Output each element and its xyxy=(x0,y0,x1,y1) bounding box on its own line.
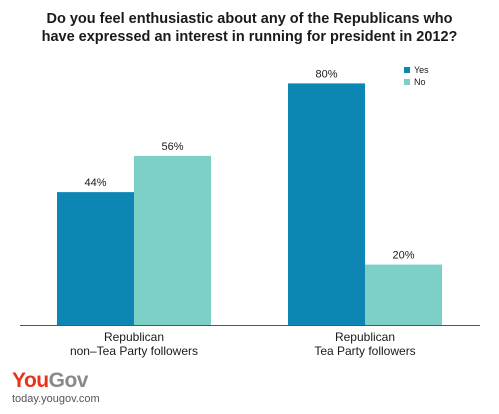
category-label-0-line-1: non–Tea Party followers xyxy=(70,344,198,358)
legend-label-no: No xyxy=(414,77,426,87)
chart-title-line-2: have expressed an interest in running fo… xyxy=(41,29,458,45)
data-label-yes-1: 80% xyxy=(315,68,337,80)
bar-no-0 xyxy=(134,155,211,325)
legend-swatch-yes xyxy=(404,67,410,73)
logo-you: You xyxy=(12,369,49,392)
data-label-no-1: 20% xyxy=(392,250,414,262)
data-label-yes-0: 44% xyxy=(84,177,106,189)
bar-no-1 xyxy=(365,264,442,325)
logo-gov: Gov xyxy=(48,369,89,392)
yougov-logo: YouGov xyxy=(12,370,100,392)
legend-label-yes: Yes xyxy=(414,65,429,75)
category-label-1-line-0: Republican xyxy=(335,330,395,344)
yougov-brand: YouGov today.yougov.com xyxy=(12,370,100,406)
data-label-no-0: 56% xyxy=(161,141,183,153)
category-label-0-line-0: Republican xyxy=(104,330,164,344)
category-label-1-line-1: Tea Party followers xyxy=(314,344,415,358)
chart-title: Do you feel enthusiastic about any of th… xyxy=(0,10,499,46)
brand-url: today.yougov.com xyxy=(12,393,100,405)
chart-title-line-1: Do you feel enthusiastic about any of th… xyxy=(46,11,453,27)
legend-swatch-no xyxy=(404,79,410,85)
bar-yes-0 xyxy=(57,192,134,325)
bar-yes-1 xyxy=(288,83,365,326)
